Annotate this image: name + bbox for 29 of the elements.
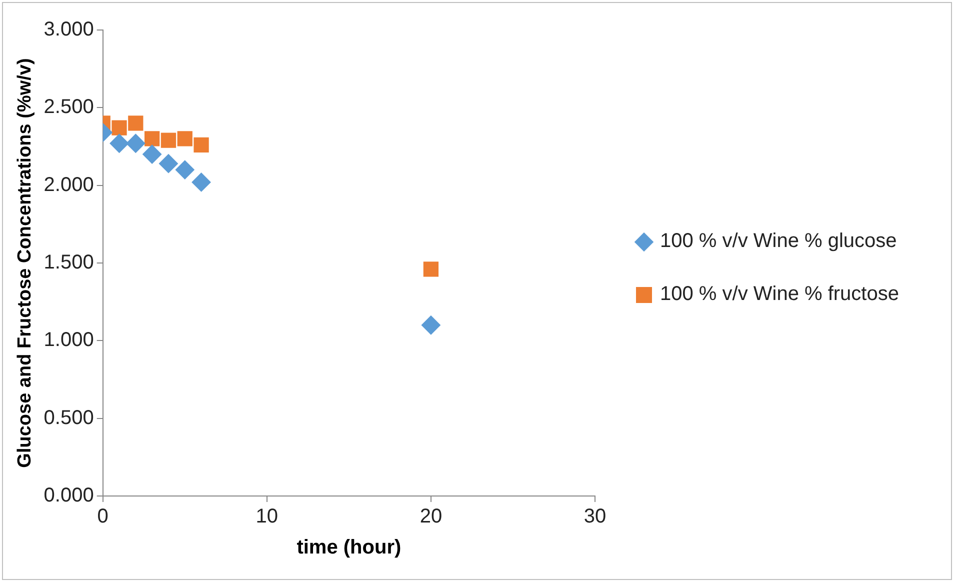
point (126, 134, 146, 153)
point (160, 132, 176, 148)
legend-label: 100 % v/v Wine % glucose (660, 230, 897, 253)
x-axis-title: time (hour) (296, 536, 402, 559)
legend-label: 100 % v/v Wine % fructose (660, 283, 899, 306)
point (192, 172, 211, 192)
point (158, 154, 178, 174)
x-tick-label: 10 (256, 506, 278, 528)
y-tick-label: 2.500 (44, 96, 94, 118)
point (194, 137, 209, 153)
point (144, 131, 160, 146)
y-tick-label: 3.000 (44, 18, 94, 41)
point (421, 316, 440, 335)
point (177, 131, 192, 146)
point (128, 116, 144, 131)
y-tick-label: 2.000 (44, 174, 94, 196)
x-tick-label: 30 (584, 506, 606, 528)
point (110, 134, 129, 153)
x-tick-label: 0 (97, 506, 108, 528)
point (175, 160, 194, 180)
y-tick-label: 0.000 (44, 484, 94, 507)
point (423, 262, 439, 277)
point (142, 144, 162, 164)
y-tick-label: 0.500 (44, 406, 94, 429)
y-tick-label: 1.000 (44, 329, 94, 352)
y-axis-title: Glucose and Fructose Concentrations (%w/v) (14, 58, 36, 468)
y-tick-label: 1.500 (44, 252, 94, 274)
point (112, 120, 127, 136)
x-tick-label: 20 (420, 506, 442, 528)
